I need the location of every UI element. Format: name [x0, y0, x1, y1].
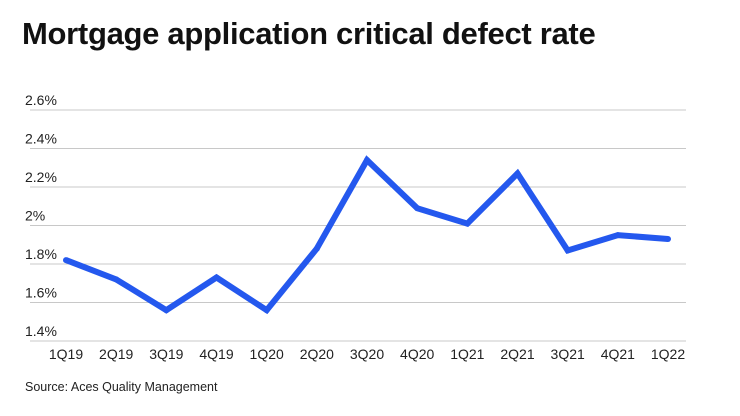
x-tick-label: 2Q20	[300, 346, 334, 362]
y-tick-label: 1.4%	[25, 323, 57, 339]
x-tick-label: 1Q19	[49, 346, 83, 362]
data-point	[564, 247, 571, 254]
data-point	[163, 307, 170, 314]
x-tick-label: 4Q21	[601, 346, 635, 362]
source-note: Source: Aces Quality Management	[25, 380, 218, 394]
y-axis-labels: 1.4% 1.6% 1.8% 2% 2.2% 2.4% 2.6%	[25, 92, 57, 339]
x-tick-label: 1Q21	[450, 346, 484, 362]
x-tick-label: 4Q20	[400, 346, 434, 362]
x-axis-labels: 1Q19 2Q19 3Q19 4Q19 1Q20 2Q20 3Q20 4Q20 1Q21 2Q21…	[49, 346, 685, 362]
x-tick-label: 3Q20	[350, 346, 384, 362]
data-point	[113, 276, 120, 283]
y-tick-label: 2.4%	[25, 131, 57, 147]
series	[63, 155, 671, 315]
x-tick-label: 2Q21	[500, 346, 534, 362]
data-point	[364, 157, 370, 164]
data-point	[614, 232, 621, 239]
data-point	[263, 307, 270, 314]
x-tick-label: 4Q19	[199, 346, 233, 362]
data-point	[414, 205, 421, 212]
x-tick-label: 1Q22	[651, 346, 685, 362]
data-point	[213, 274, 220, 281]
x-tick-label: 2Q19	[99, 346, 133, 362]
data-point	[464, 220, 471, 227]
series-line	[64, 155, 669, 315]
chart-title: Mortgage application critical defect rat…	[22, 16, 596, 51]
y-tick-label: 2.6%	[25, 92, 57, 108]
y-tick-label: 1.6%	[25, 285, 57, 301]
gridlines	[30, 109, 686, 342]
data-point	[665, 235, 671, 242]
x-tick-label: 1Q20	[250, 346, 284, 362]
x-tick-label: 3Q21	[551, 346, 585, 362]
x-tick-label: 3Q19	[149, 346, 183, 362]
y-tick-label: 1.8%	[25, 246, 57, 262]
data-point	[514, 170, 521, 177]
y-tick-label: 2%	[25, 208, 45, 224]
data-point	[313, 245, 320, 252]
data-point	[63, 257, 69, 264]
y-tick-label: 2.2%	[25, 169, 57, 185]
